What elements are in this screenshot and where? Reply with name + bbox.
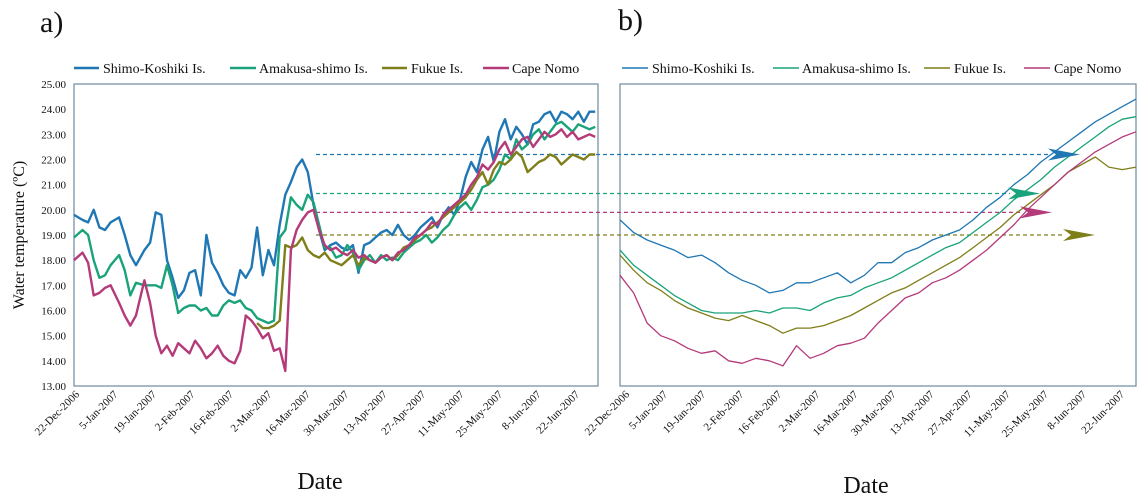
series-line	[73, 128, 596, 373]
legend-b-label-amakusa: Amakusa-shimo Is.	[802, 62, 911, 77]
series-line	[619, 156, 1137, 334]
x-axis-title-b: Date	[843, 473, 888, 499]
legend-a-label-nomo: Cape Nomo	[512, 62, 579, 77]
y-tick-label: 14.00	[41, 356, 66, 368]
series-lines-b	[619, 98, 1137, 367]
series-lines-a	[73, 110, 596, 373]
series-line	[619, 116, 1137, 314]
legend-a-label-amakusa: Amakusa-shimo Is.	[259, 62, 368, 77]
x-tick-label: 22-Dec-2006	[583, 388, 633, 438]
arrow-marker	[1008, 187, 1040, 200]
y-tick-label: 15.00	[41, 331, 66, 343]
y-tick-label: 20.00	[41, 205, 66, 217]
series-line	[619, 98, 1137, 294]
reference-lines	[316, 153, 1065, 236]
panel-label-b: b)	[618, 4, 643, 37]
legend-a-label-fukue: Fukue Is.	[411, 62, 463, 77]
y-tick-labels-a: 13.00 14.00 15.00 16.00 17.00 18.00 19.00 20.00…	[41, 79, 66, 393]
legend-b: Shimo-Koshiki Is. Amakusa-shimo Is. Fuku…	[622, 62, 1121, 77]
arrow-markers	[1008, 148, 1095, 241]
y-tick-label: 25.00	[41, 79, 66, 91]
x-tick-label: 22-Dec-2006	[33, 388, 83, 438]
y-tick-label: 17.00	[41, 280, 66, 292]
y-tick-label: 24.00	[41, 104, 66, 116]
y-tick-label: 19.00	[41, 230, 66, 242]
arrow-marker	[1020, 206, 1052, 219]
y-axis-title: Water temperature (ºC)	[11, 161, 28, 309]
y-tick-label: 18.00	[41, 255, 66, 267]
legend-a-label-shimo: Shimo-Koshiki Is.	[103, 62, 206, 77]
series-line	[73, 110, 596, 300]
series-line	[73, 120, 596, 325]
x-tick-labels-a: 22-Dec-20065-Jan-200719-Jan-20072-Feb-20…	[33, 388, 583, 440]
legend-b-label-shimo: Shimo-Koshiki Is.	[652, 62, 755, 77]
legend-b-label-fukue: Fukue Is.	[954, 62, 1006, 77]
y-tick-label: 13.00	[41, 381, 66, 393]
series-line	[619, 131, 1137, 367]
legend-b-label-nomo: Cape Nomo	[1054, 62, 1121, 77]
x-tick-labels-b: 22-Dec-20065-Jan-200719-Jan-20072-Feb-20…	[583, 388, 1128, 440]
panel-label-a: a)	[40, 6, 63, 39]
legend-a: Shimo-Koshiki Is. Amakusa-shimo Is. Fuku…	[74, 62, 579, 77]
arrow-marker	[1048, 148, 1080, 161]
x-axis-title-a: Date	[297, 469, 342, 495]
y-tick-label: 22.00	[41, 155, 66, 167]
arrow-marker	[1063, 229, 1095, 241]
y-tick-label: 21.00	[41, 180, 66, 192]
y-tick-label: 23.00	[41, 129, 66, 141]
y-tick-label: 16.00	[41, 306, 66, 318]
